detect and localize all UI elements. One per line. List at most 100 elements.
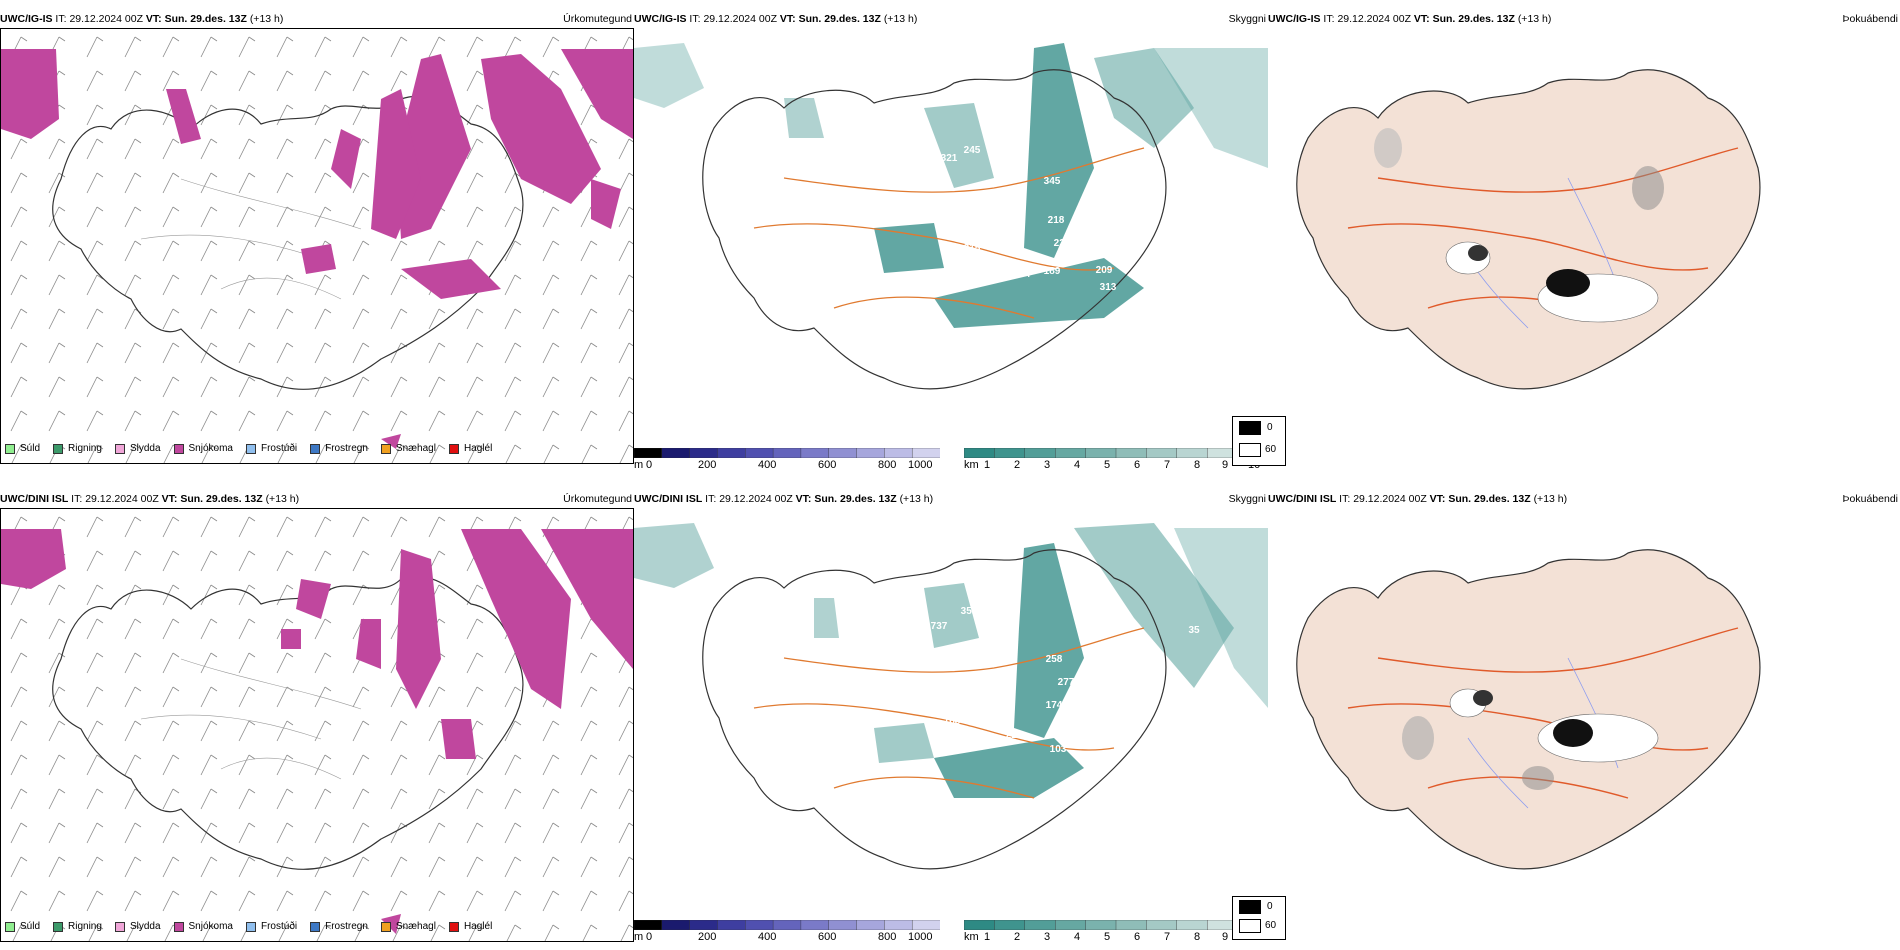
- iceland-coast: [52, 575, 524, 870]
- legend-label: Rigning: [68, 443, 102, 454]
- legend-label: Snæhagl: [395, 921, 436, 932]
- colorbar-km-svg: [963, 447, 1269, 459]
- colorbar-segment: [828, 447, 858, 459]
- it-label: IT:: [1339, 493, 1351, 505]
- colorbar-segment: [1146, 447, 1178, 459]
- colorbar-segment: [745, 919, 774, 931]
- lead-time: (+13 h): [1533, 493, 1568, 505]
- it-value: 29.12.2024 00Z: [1337, 13, 1411, 25]
- colorbar-km-1: km 1 2 3 4 5 6 7 8 9 10: [963, 447, 1269, 471]
- fog-legend-low: 0: [1267, 901, 1273, 912]
- colorbar-segment: [772, 447, 802, 459]
- legend-label: Frostúði: [260, 443, 298, 454]
- colorbar-segment: [1176, 447, 1208, 459]
- colorbar-tick: 600: [818, 459, 837, 471]
- colorbar-tick: 5: [1104, 459, 1111, 471]
- legend-swatch: [380, 443, 391, 454]
- iceland-land: [1296, 549, 1761, 870]
- precip-legend: Súld Rigning Slydda Snjókoma Frostúði Fr…: [5, 443, 505, 454]
- colorbar-segment: [1176, 919, 1208, 931]
- legend-item-suld: Súld: [5, 921, 40, 932]
- iceland-land: [1296, 69, 1761, 390]
- panel-title-fog: Þokuábendi: [1842, 13, 1898, 25]
- colorbar-segment: [717, 919, 746, 931]
- cloud-areas: [634, 523, 1268, 798]
- precip-panel-2: UWC/DINI ISL IT: 29.12.2024 00Z VT: Sun.…: [0, 490, 634, 950]
- snow-areas: [1, 529, 633, 934]
- it-label: IT:: [55, 13, 67, 25]
- legend-item-suld: Súld: [5, 443, 40, 454]
- legend-item-frostudi: Frostúði: [245, 921, 297, 932]
- legend-item-slydda: Slydda: [114, 921, 161, 932]
- legend-label: Frostregn: [325, 443, 368, 454]
- precip-map-svg: [1, 29, 633, 463]
- legend-label: Frostregn: [325, 921, 368, 932]
- legend-item-snaehagl: Snæhagl: [380, 921, 436, 932]
- colorbar-tick: 7: [1164, 931, 1171, 943]
- vt-label: VT:: [779, 13, 796, 25]
- vt-value: Sun. 29.des. 13Z: [1448, 493, 1531, 505]
- cloud-height-label: 228: [1006, 730, 1023, 741]
- colorbar-tick: 9: [1222, 931, 1229, 943]
- precip-map-1: Súld Rigning Slydda Snjókoma Frostúði Fr…: [0, 28, 634, 464]
- vt-label: VT:: [161, 493, 178, 505]
- iceland-coast: [52, 95, 524, 390]
- panel-title-clouds: Skyggni: [1228, 13, 1266, 25]
- lead-time: (+13 h): [883, 13, 918, 25]
- cloud-map-2: 737 351 258 277 174 168 228 103 126 397 35: [634, 508, 1268, 920]
- fog-patches: [1402, 688, 1659, 790]
- colorbar-tick: 800: [878, 459, 897, 471]
- cloud-height-label: 345: [1044, 176, 1061, 187]
- vt-label: VT:: [1429, 493, 1446, 505]
- cloud-panel-2: UWC/DINI ISL IT: 29.12.2024 00Z VT: Sun.…: [633, 490, 1269, 950]
- colorbar-tick: 5: [1104, 931, 1111, 943]
- legend-item-haglel: Haglél: [448, 443, 492, 454]
- colorbar-segment: [1115, 919, 1148, 931]
- colorbar-tick: 6: [1134, 459, 1141, 471]
- colorbar-segment: [994, 447, 1026, 459]
- it-value: 29.12.2024 00Z: [69, 13, 143, 25]
- colorbar-segment: [884, 919, 913, 931]
- cloud-height-label: 174: [1046, 700, 1063, 711]
- legend-item-snaehagl: Snæhagl: [380, 443, 436, 454]
- colorbar-tick: 400: [758, 931, 777, 943]
- colorbar-tick: 600: [818, 931, 837, 943]
- cloud-height-label: 215: [964, 243, 981, 254]
- colorbar-m-svg: [633, 447, 941, 459]
- colorbar-segment: [828, 919, 858, 931]
- legend-label: Rigning: [68, 921, 102, 932]
- cloud-height-label: 35: [1188, 625, 1200, 636]
- colorbar-tick: 800: [878, 931, 897, 943]
- colorbar-tick: 3: [1044, 931, 1051, 943]
- colorbar-segment: [856, 447, 886, 459]
- fog-legend-swatch-low: [1239, 900, 1261, 914]
- colorbar-tick: 4: [1074, 459, 1081, 471]
- fog-map-svg: [1296, 69, 1761, 390]
- it-value: 29.12.2024 00Z: [703, 13, 777, 25]
- colorbar-segment: [661, 447, 691, 459]
- legend-item-haglel: Haglél: [448, 921, 492, 932]
- cloud-map-1: 321 245 380 345 218 221 234 215 63 354 189 193 209 31…: [634, 28, 1268, 448]
- colorbar-tick: 8: [1194, 459, 1201, 471]
- it-label: IT:: [705, 493, 717, 505]
- it-label: IT:: [71, 493, 83, 505]
- colorbar-segment: [661, 919, 691, 931]
- panel-header: UWC/IG-IS IT: 29.12.2024 00Z VT: Sun. 29…: [634, 10, 1268, 28]
- colorbar-segment: [911, 447, 941, 459]
- lead-time: (+13 h): [265, 493, 300, 505]
- colorbar-tick: 7: [1164, 459, 1171, 471]
- colorbar-m-svg: [633, 919, 941, 931]
- fog-panel-2: UWC/DINI ISL IT: 29.12.2024 00Z VT: Sun.…: [1232, 490, 1900, 950]
- colorbar-segment: [994, 919, 1026, 931]
- legend-item-snjokoma: Snjókoma: [173, 443, 233, 454]
- legend-swatch: [448, 921, 459, 932]
- fog-panel-1: UWC/IG-IS IT: 29.12.2024 00Z VT: Sun. 29…: [1232, 10, 1900, 480]
- cloud-height-label: 245: [964, 145, 981, 156]
- colorbar-tick: 400: [758, 459, 777, 471]
- colorbar-tick: 200: [698, 931, 717, 943]
- legend-item-slydda: Slydda: [114, 443, 161, 454]
- colorbar-tick: 0: [646, 459, 653, 471]
- cloud-height-label: 168: [944, 716, 961, 727]
- colorbar-km-svg: [963, 919, 1269, 931]
- legend-swatch: [5, 443, 15, 454]
